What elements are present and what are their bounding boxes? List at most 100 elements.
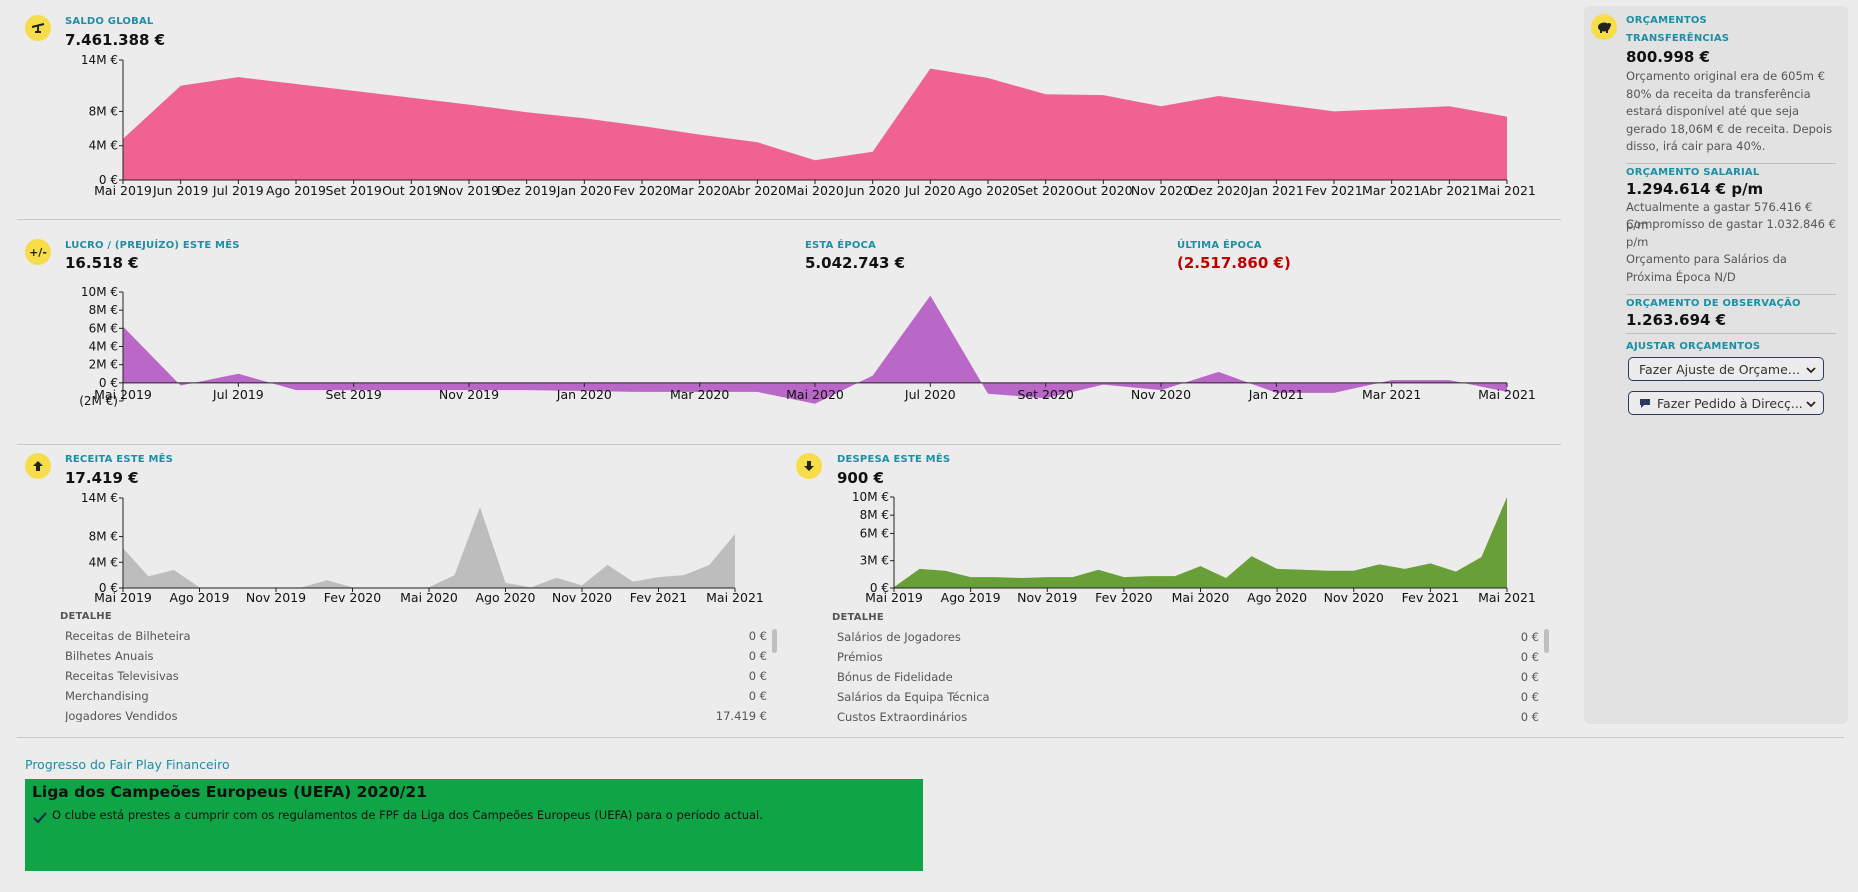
income-x-tick-label: Nov 2019 xyxy=(246,590,306,605)
expense-x-tick-label: Nov 2019 xyxy=(1017,590,1077,605)
chevron-down-icon xyxy=(1805,396,1817,411)
profit-value: 16.518 € xyxy=(65,254,139,272)
balance-x-tick-label: Mai 2021 xyxy=(1478,183,1536,198)
expense-chart: 0 € 3M € 6M € 8M € 10M € Mai 2019 Ago 2019 Nov … xyxy=(852,490,1536,605)
divider xyxy=(1626,294,1836,295)
season-label: ESTA ÉPOCA xyxy=(805,240,877,251)
profit-x-tick-label: Jul 2020 xyxy=(904,387,956,402)
balance-x-tick-label: Abr 2021 xyxy=(1421,183,1478,198)
checkmark-icon xyxy=(33,809,47,828)
profit-y-tick-label: 2M € xyxy=(89,358,118,372)
profit-x-tick-label: Mai 2021 xyxy=(1478,387,1536,402)
balance-x-tick-label: Ago 2019 xyxy=(266,183,326,198)
board-request-button[interactable]: Fazer Pedido à Direcç... xyxy=(1628,391,1824,415)
season-value: 5.042.743 € xyxy=(805,254,906,272)
balance-value: 7.461.388 € xyxy=(65,31,166,49)
balance-y-tick-label: 0 € xyxy=(99,173,118,187)
ffp-status-text: O clube está prestes a cumprir com os re… xyxy=(52,808,763,822)
profit-y-tick-label: 0 € xyxy=(99,376,118,390)
last-season-label: ÚLTIMA ÉPOCA xyxy=(1177,240,1262,251)
income-x-tick-label: Nov 2020 xyxy=(552,590,612,605)
balance-x-tick-label: Jan 2020 xyxy=(556,183,612,198)
profit-y-tick-label: 6M € xyxy=(89,321,118,335)
balance-x-tick-label: Out 2019 xyxy=(382,183,440,198)
expense-value: 900 € xyxy=(837,469,884,487)
balance-area xyxy=(123,68,1507,180)
plus-minus-icon: +/- xyxy=(25,239,51,265)
balance-x-tick-label: Jul 2019 xyxy=(212,183,264,198)
profit-x-tick-label: Nov 2020 xyxy=(1131,387,1191,402)
balance-x-tick-label: Set 2020 xyxy=(1018,183,1074,198)
profit-x-tick-label: Mar 2020 xyxy=(670,387,729,402)
expense-x-tick-label: Ago 2020 xyxy=(1247,590,1307,605)
balance-x-tick-label: Abr 2020 xyxy=(729,183,786,198)
detail-row[interactable]: Jogadores Vendidos 17.419 € xyxy=(65,709,767,722)
detail-name: Salários da Equipa Técnica xyxy=(837,690,990,704)
expense-detail-list[interactable]: Salários de Jogadores 0 € Prémios 0 € Bónus … xyxy=(837,630,1539,722)
detail-name: Jogadores Vendidos xyxy=(65,709,178,722)
profit-x-tick-label: Mai 2019 xyxy=(94,387,152,402)
balance-y-tick-label: 14M € xyxy=(81,53,118,67)
income-x-tick-label: Ago 2020 xyxy=(476,590,536,605)
balance-x-tick-label: Jun 2020 xyxy=(844,183,900,198)
detail-value: 0 € xyxy=(748,669,767,683)
last-season-value: (2.517.860 €) xyxy=(1177,254,1291,272)
balance-x-tick-label: Mai 2019 xyxy=(94,183,152,198)
balance-x-tick-label: Fev 2020 xyxy=(613,183,670,198)
expense-y-tick-label: 0 € xyxy=(870,581,889,595)
profit-y-tick-label: 10M € xyxy=(81,285,118,299)
profit-x-tick-label: Jan 2021 xyxy=(1248,387,1304,402)
detail-name: Salários de Jogadores xyxy=(837,630,961,644)
detail-value: 0 € xyxy=(748,629,767,643)
detail-row[interactable]: Custos Extraordinários 0 € xyxy=(837,710,1539,722)
income-detail-scrollbar[interactable] xyxy=(772,629,777,653)
balance-x-tick-label: Set 2019 xyxy=(326,183,382,198)
detail-value: 0 € xyxy=(1520,670,1539,684)
income-x-tick-label: Mai 2021 xyxy=(706,590,764,605)
detail-row[interactable]: Receitas Televisivas 0 € xyxy=(65,669,767,687)
balance-x-tick-label: Jan 2021 xyxy=(1248,183,1304,198)
detail-name: Receitas Televisivas xyxy=(65,669,179,683)
profit-x-tick-label: Set 2020 xyxy=(1018,387,1074,402)
expense-detail-scrollbar[interactable] xyxy=(1544,629,1549,653)
transfers-description: Orçamento original era de 605m € 80% da … xyxy=(1626,69,1833,153)
profit-chart: 10M € 8M € 6M € 4M € 2M € 0 € (2M €)Mai 2019 Ju… xyxy=(79,285,1536,408)
balance-x-tick-label: Jun 2019 xyxy=(152,183,208,198)
profit-y-tick-label: (2M €) xyxy=(79,394,118,408)
adjust-budget-button[interactable]: Fazer Ajuste de Orçamen... xyxy=(1628,357,1824,381)
profit-x-tick-label: Jul 2019 xyxy=(212,387,264,402)
balance-x-tick-label: Out 2020 xyxy=(1074,183,1132,198)
detail-row[interactable]: Prémios 0 € xyxy=(837,650,1539,668)
detail-name: Merchandising xyxy=(65,689,149,703)
detail-row[interactable]: Salários da Equipa Técnica 0 € xyxy=(837,690,1539,708)
detail-row[interactable]: Salários de Jogadores 0 € xyxy=(837,630,1539,648)
detail-row[interactable]: Bilhetes Anuais 0 € xyxy=(65,649,767,667)
ffp-status-box: Liga dos Campeões Europeus (UEFA) 2020/2… xyxy=(25,779,923,871)
divider xyxy=(17,219,1561,220)
profit-x-tick-label: Mar 2021 xyxy=(1362,387,1421,402)
income-detail-label: DETALHE xyxy=(60,611,112,622)
income-label: RECEITA ESTE MÊS xyxy=(65,454,174,465)
balance-x-tick-label: Nov 2019 xyxy=(439,183,499,198)
income-x-tick-label: Fev 2020 xyxy=(324,590,381,605)
wage-current: Actualmente a gastar 576.416 € p/m xyxy=(1626,200,1813,232)
balance-x-tick-label: Jul 2020 xyxy=(904,183,956,198)
balance-x-tick-label: Dez 2020 xyxy=(1189,183,1249,198)
detail-value: 0 € xyxy=(1520,710,1539,722)
balance-x-tick-label: Mar 2021 xyxy=(1362,183,1421,198)
wage-next-season: Orçamento para Salários da Próxima Época… xyxy=(1626,252,1787,284)
detail-value: 0 € xyxy=(748,649,767,663)
balance-y-tick-label: 4M € xyxy=(89,139,118,153)
profit-label: LUCRO / (PREJUÍZO) ESTE MÊS xyxy=(65,240,240,251)
detail-row[interactable]: Receitas de Bilheteira 0 € xyxy=(65,629,767,647)
expense-x-tick-label: Ago 2019 xyxy=(941,590,1001,605)
income-detail-list[interactable]: Receitas de Bilheteira 0 € Bilhetes Anuais… xyxy=(65,629,767,722)
expense-y-tick-label: 10M € xyxy=(852,490,889,504)
budgets-label: ORÇAMENTOS xyxy=(1626,15,1707,26)
detail-row[interactable]: Bónus de Fidelidade 0 € xyxy=(837,670,1539,688)
detail-row[interactable]: Merchandising 0 € xyxy=(65,689,767,707)
expense-x-tick-label: Nov 2020 xyxy=(1324,590,1384,605)
balance-chart: 0 € 4M € 8M € 14M € Mai 2019 Jun 2019 Jul 2019… xyxy=(81,53,1536,198)
income-chart: 0 € 4M € 8M € 14M € Mai 2019 Ago 2019 Nov 2019… xyxy=(81,491,764,605)
ffp-title: Progresso do Fair Play Financeiro xyxy=(25,757,230,772)
